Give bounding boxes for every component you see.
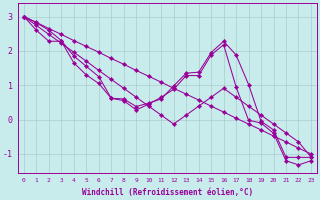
- X-axis label: Windchill (Refroidissement éolien,°C): Windchill (Refroidissement éolien,°C): [82, 188, 253, 197]
